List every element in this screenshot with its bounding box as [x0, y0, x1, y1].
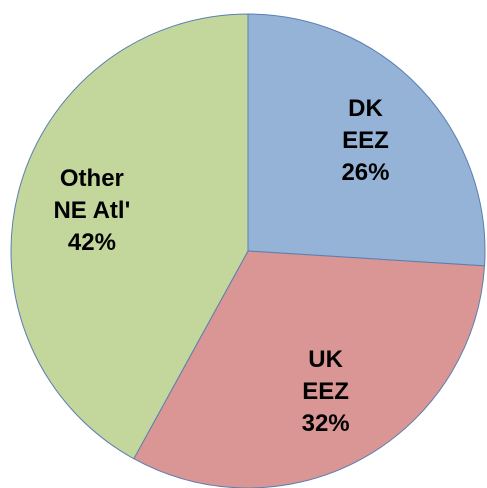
pie-slice: [247, 13, 486, 267]
slice-label: UK EEZ 32%: [302, 344, 350, 440]
pie-slice: [133, 250, 486, 488]
category-label: DK EEZ: [342, 94, 389, 154]
value-label: 26%: [341, 158, 390, 186]
category-label: Other NE Atl': [53, 164, 131, 224]
slice-label: Other NE Atl' 42%: [53, 163, 130, 259]
category-label: UK EEZ: [302, 346, 349, 406]
slice-label: DK EEZ 26%: [341, 93, 389, 189]
pie-slice: [10, 13, 249, 460]
value-label: 32%: [301, 410, 350, 438]
value-label: 42%: [67, 228, 116, 256]
